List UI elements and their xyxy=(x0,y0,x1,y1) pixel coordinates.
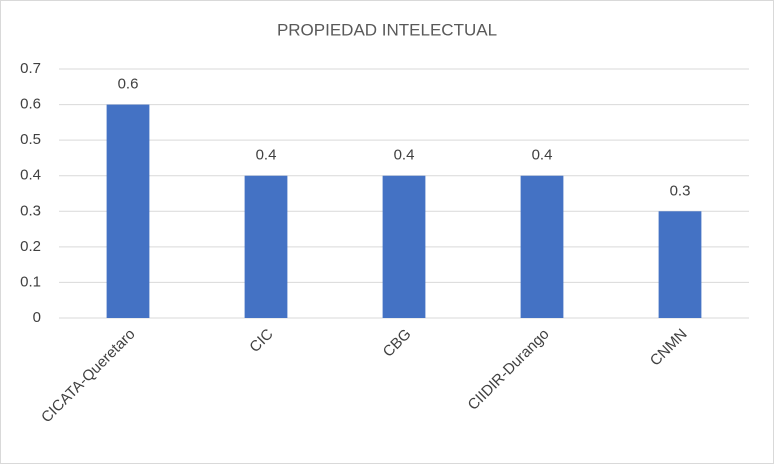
chart-title: PROPIEDAD INTELECTUAL xyxy=(277,20,497,39)
data-label: 0.3 xyxy=(670,182,691,199)
y-tick-label: 0.7 xyxy=(20,60,41,77)
y-tick-label: 0 xyxy=(33,309,41,326)
y-tick-label: 0.5 xyxy=(20,131,41,148)
data-label: 0.4 xyxy=(394,147,415,164)
y-tick-label: 0.4 xyxy=(20,167,41,184)
y-tick-label: 0.3 xyxy=(20,202,41,219)
y-tick-label: 0.6 xyxy=(20,96,41,113)
data-label: 0.6 xyxy=(118,76,139,93)
bar xyxy=(244,175,288,318)
bar xyxy=(658,211,702,318)
bar xyxy=(520,175,564,318)
bar xyxy=(106,104,150,318)
data-label: 0.4 xyxy=(532,147,553,164)
y-tick-label: 0.2 xyxy=(20,238,41,255)
bar xyxy=(382,175,426,318)
data-label: 0.4 xyxy=(256,147,277,164)
y-tick-label: 0.1 xyxy=(20,273,41,290)
